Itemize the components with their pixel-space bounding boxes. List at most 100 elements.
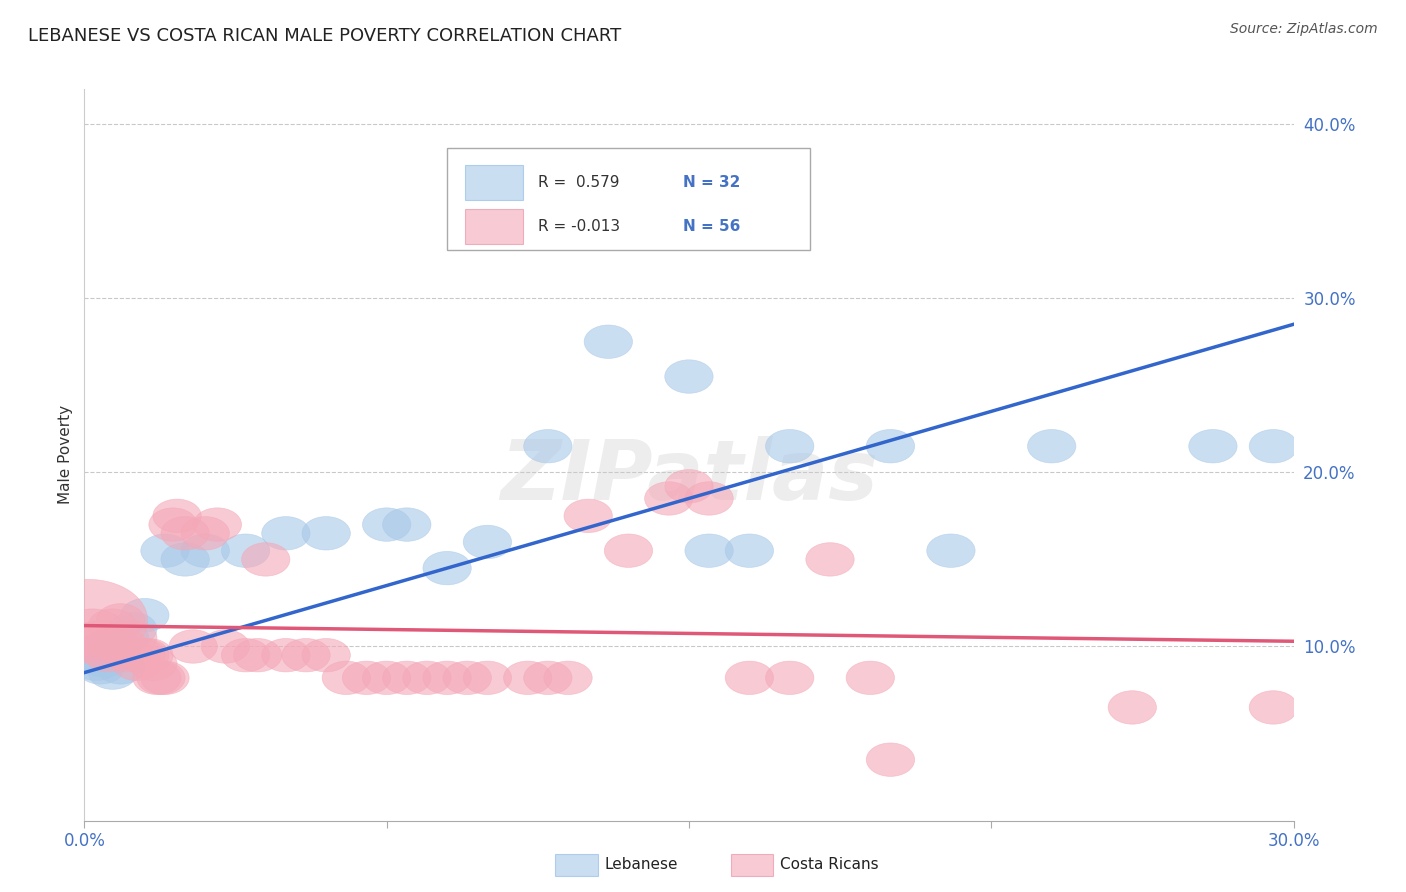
Ellipse shape: [117, 639, 165, 672]
Ellipse shape: [322, 661, 371, 695]
Text: Source: ZipAtlas.com: Source: ZipAtlas.com: [1230, 22, 1378, 37]
Ellipse shape: [725, 534, 773, 567]
Ellipse shape: [443, 661, 492, 695]
Ellipse shape: [121, 599, 169, 632]
Ellipse shape: [463, 661, 512, 695]
Ellipse shape: [84, 639, 132, 672]
FancyBboxPatch shape: [465, 165, 523, 200]
Ellipse shape: [112, 648, 160, 681]
Ellipse shape: [169, 630, 218, 664]
Ellipse shape: [93, 630, 141, 664]
Ellipse shape: [30, 580, 148, 661]
Ellipse shape: [644, 482, 693, 516]
Ellipse shape: [583, 325, 633, 359]
Ellipse shape: [262, 516, 311, 550]
Ellipse shape: [160, 542, 209, 576]
Ellipse shape: [221, 639, 270, 672]
Ellipse shape: [503, 661, 553, 695]
Ellipse shape: [262, 639, 311, 672]
Ellipse shape: [153, 500, 201, 533]
Ellipse shape: [149, 508, 197, 541]
Ellipse shape: [523, 661, 572, 695]
Ellipse shape: [97, 650, 145, 684]
Text: Costa Ricans: Costa Ricans: [780, 857, 879, 872]
Ellipse shape: [765, 429, 814, 463]
Text: N = 32: N = 32: [683, 175, 741, 190]
Ellipse shape: [136, 661, 186, 695]
Ellipse shape: [160, 516, 209, 550]
FancyBboxPatch shape: [465, 210, 523, 244]
Ellipse shape: [544, 661, 592, 695]
Ellipse shape: [342, 661, 391, 695]
Ellipse shape: [605, 534, 652, 567]
Ellipse shape: [765, 661, 814, 695]
Ellipse shape: [93, 639, 141, 672]
Ellipse shape: [80, 644, 129, 677]
Ellipse shape: [104, 639, 153, 672]
Ellipse shape: [1028, 429, 1076, 463]
Ellipse shape: [72, 621, 121, 655]
Ellipse shape: [97, 604, 145, 637]
Y-axis label: Male Poverty: Male Poverty: [58, 405, 73, 505]
Ellipse shape: [402, 661, 451, 695]
Ellipse shape: [242, 542, 290, 576]
Ellipse shape: [221, 534, 270, 567]
Ellipse shape: [108, 612, 157, 646]
Ellipse shape: [80, 621, 129, 655]
Text: Lebanese: Lebanese: [605, 857, 678, 872]
Ellipse shape: [281, 639, 330, 672]
Ellipse shape: [100, 630, 149, 664]
Ellipse shape: [233, 639, 281, 672]
Ellipse shape: [58, 609, 127, 657]
Ellipse shape: [100, 621, 149, 655]
Ellipse shape: [132, 661, 181, 695]
FancyBboxPatch shape: [447, 148, 810, 250]
Ellipse shape: [725, 661, 773, 695]
Ellipse shape: [665, 359, 713, 393]
Ellipse shape: [1108, 690, 1157, 724]
Ellipse shape: [89, 656, 136, 690]
Ellipse shape: [129, 648, 177, 681]
Ellipse shape: [1249, 429, 1298, 463]
Ellipse shape: [76, 633, 125, 666]
Ellipse shape: [76, 650, 125, 684]
Ellipse shape: [125, 639, 173, 672]
Ellipse shape: [463, 525, 512, 558]
Ellipse shape: [141, 534, 190, 567]
Ellipse shape: [84, 630, 132, 664]
Ellipse shape: [181, 516, 229, 550]
Ellipse shape: [806, 542, 855, 576]
Ellipse shape: [423, 551, 471, 585]
Ellipse shape: [72, 648, 121, 681]
Ellipse shape: [382, 508, 432, 541]
Ellipse shape: [866, 429, 915, 463]
Ellipse shape: [1249, 690, 1298, 724]
Ellipse shape: [141, 661, 190, 695]
Ellipse shape: [62, 637, 115, 673]
Text: R =  0.579: R = 0.579: [538, 175, 619, 190]
Ellipse shape: [523, 429, 572, 463]
Ellipse shape: [363, 661, 411, 695]
Ellipse shape: [564, 500, 613, 533]
Ellipse shape: [665, 469, 713, 503]
Ellipse shape: [685, 482, 734, 516]
Ellipse shape: [302, 639, 350, 672]
Ellipse shape: [89, 609, 136, 642]
Ellipse shape: [685, 534, 734, 567]
Text: R = -0.013: R = -0.013: [538, 219, 620, 234]
Ellipse shape: [108, 621, 157, 655]
Text: N = 56: N = 56: [683, 219, 741, 234]
Ellipse shape: [927, 534, 976, 567]
Ellipse shape: [423, 661, 471, 695]
Ellipse shape: [866, 743, 915, 776]
Ellipse shape: [363, 508, 411, 541]
Ellipse shape: [121, 639, 169, 672]
Ellipse shape: [1188, 429, 1237, 463]
Ellipse shape: [193, 508, 242, 541]
Ellipse shape: [201, 630, 250, 664]
Ellipse shape: [302, 516, 350, 550]
Ellipse shape: [181, 534, 229, 567]
Text: ZIPatlas: ZIPatlas: [501, 436, 877, 517]
Ellipse shape: [382, 661, 432, 695]
Ellipse shape: [846, 661, 894, 695]
